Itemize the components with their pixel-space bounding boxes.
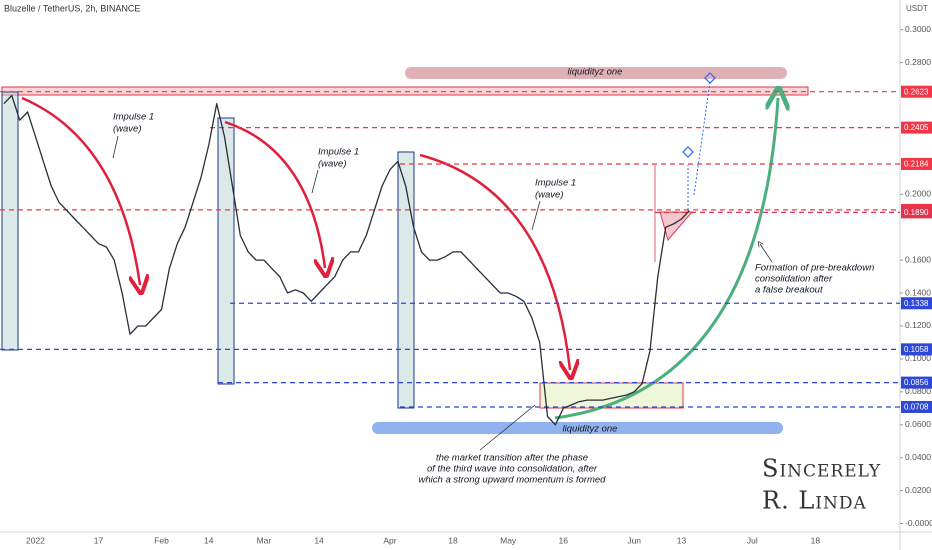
y-tick-label: 0.0400 (905, 452, 931, 462)
pointer-line (112, 135, 541, 451)
y-tick-label: 0.0800 (905, 386, 931, 396)
x-tick-label: 14 (314, 535, 324, 545)
wave-arrow (419, 153, 570, 370)
annotation: consolidation after (755, 274, 833, 285)
price-label: 0.2184 (904, 160, 929, 169)
y-tick-label: 0.1000 (905, 353, 931, 363)
y-tick-label: 0.1200 (905, 320, 931, 330)
chart-title: Bluzelle / TetherUS, 2h, BINANCE (4, 3, 140, 13)
x-tick-label: 14 (204, 535, 214, 545)
annotation: Sincerely (762, 455, 881, 483)
annotation: (wave) (318, 159, 347, 170)
x-tick-label: Mar (257, 535, 272, 545)
price-label-bg (901, 157, 932, 170)
x-tick-label: Jul (747, 535, 758, 545)
annotation: (wave) (113, 124, 142, 135)
annotation: of the third wave into consolidation, af… (427, 464, 598, 475)
annotation: which a strong upward momentum is formed (419, 475, 607, 486)
y-tick-label: 0.2000 (905, 189, 931, 199)
annotation: Impulse 1 (318, 147, 359, 158)
price-label: 0.0856 (904, 378, 929, 387)
price-label-bg (901, 343, 932, 356)
price-label: 0.1338 (904, 299, 929, 308)
resistance-zone (1, 86, 809, 96)
growth-arrow (554, 98, 778, 420)
annotation: Formation of pre-breakdown (755, 263, 874, 274)
liquidity-band-bottom (372, 422, 783, 434)
x-tick-label: 16 (559, 535, 569, 545)
price-label: 0.1890 (904, 208, 929, 217)
x-tick-label: 2022 (26, 535, 45, 545)
price-label-bg (901, 85, 932, 98)
x-tick-label: 13 (677, 535, 687, 545)
projection (687, 81, 711, 210)
annotation: the market transition after the phase (436, 453, 588, 464)
annotation: (wave) (535, 190, 564, 201)
impulse-box (397, 151, 415, 409)
price-label-bg (901, 121, 932, 134)
impulse-box (1, 91, 19, 351)
pointer-line (760, 244, 773, 263)
price-label-bg (901, 206, 932, 219)
target-icon (682, 72, 716, 158)
y-tick-label: 0.3000 (905, 24, 931, 34)
price-label-bg (901, 400, 932, 413)
impulse-box (217, 117, 235, 385)
price-line (3, 94, 690, 426)
wave-arrow (224, 120, 325, 268)
price-label-bg (901, 297, 932, 310)
price-label: 0.0708 (904, 403, 929, 412)
drawings (1, 67, 809, 451)
x-tick-label: Feb (154, 535, 169, 545)
annotation: liquidityz one (568, 67, 623, 78)
price-label: 0.2623 (904, 87, 929, 96)
x-tick-label: Jun (627, 535, 641, 545)
price-label-bg (901, 376, 932, 389)
y-tick-label: 0.2800 (905, 57, 931, 67)
annotation: a false breakout (755, 285, 823, 296)
annotation: liquidityz one (563, 424, 618, 435)
y-tick-label: -0.0000 (905, 518, 932, 528)
liquidity-band-top (405, 67, 787, 79)
x-tick-label: 18 (811, 535, 821, 545)
x-tick-label: Apr (383, 535, 396, 545)
annotation: Impulse 1 (113, 112, 154, 123)
y-tick-label: 0.1600 (905, 254, 931, 264)
x-tick-label: May (500, 535, 517, 545)
price-label: 0.1058 (904, 345, 929, 354)
y-tick-label: 0.1400 (905, 287, 931, 297)
price-label: 0.2405 (904, 123, 929, 132)
x-tick-label: 17 (94, 535, 104, 545)
unit-label: USDT (906, 4, 928, 13)
annotation: R. Linda (762, 487, 867, 515)
wave-arrow (21, 96, 140, 285)
x-tick-label: 18 (448, 535, 458, 545)
y-tick-label: 0.0600 (905, 419, 931, 429)
annotation: Impulse 1 (535, 178, 576, 189)
y-tick-label: 0.0200 (905, 485, 931, 495)
